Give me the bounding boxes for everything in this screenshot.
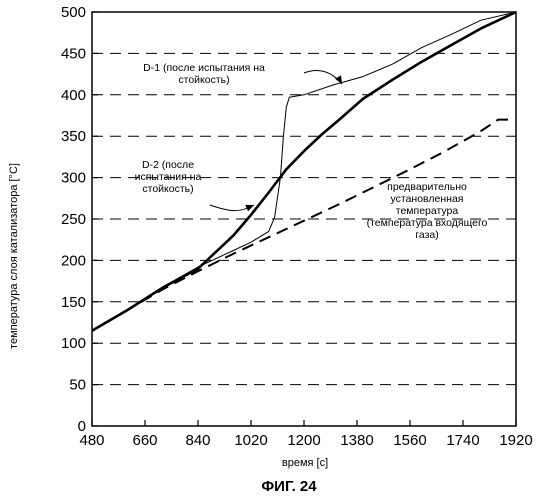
annotation-text: (температура входящего	[367, 217, 488, 229]
y-tick-label: 400	[61, 87, 86, 104]
y-tick-label: 0	[78, 418, 86, 435]
x-axis-label: время [с]	[282, 457, 328, 469]
arrowhead-icon	[335, 75, 342, 84]
x-axis-ticks: 480660840102012001380156017401920	[79, 420, 532, 449]
y-tick-label: 500	[61, 4, 86, 21]
annotation-text: стойкость)	[142, 183, 193, 195]
annotation-text: газа)	[415, 229, 438, 241]
annotation-text: D-2 (после	[142, 159, 194, 171]
annotation-text: стойкость)	[178, 74, 229, 86]
figure-label: ФИГ. 24	[261, 478, 317, 495]
y-tick-label: 150	[61, 294, 86, 311]
x-tick-label: 1020	[234, 432, 267, 449]
y-tick-label: 100	[61, 335, 86, 352]
annotation-leader	[304, 70, 342, 84]
y-tick-label: 350	[61, 128, 86, 145]
x-tick-label: 1560	[393, 432, 426, 449]
x-tick-label: 840	[185, 432, 210, 449]
y-axis-label: температура слоя катализатора [°C]	[8, 163, 20, 349]
annotation-text: D-1 (после испытания на	[143, 62, 265, 74]
x-tick-label: 1740	[446, 432, 479, 449]
x-tick-label: 660	[132, 432, 157, 449]
annotation-text: испытания на	[135, 171, 202, 183]
annotation-text: предварительно	[387, 181, 467, 193]
x-tick-label: 1200	[287, 432, 320, 449]
y-tick-label: 200	[61, 252, 86, 269]
y-tick-label: 300	[61, 170, 86, 187]
x-tick-label: 1920	[499, 432, 532, 449]
annotation-text: температура	[396, 205, 459, 217]
y-tick-label: 250	[61, 211, 86, 228]
annotation-text: установленная	[391, 193, 464, 205]
y-tick-label: 50	[69, 377, 86, 394]
x-tick-label: 1380	[340, 432, 373, 449]
annotations: D-1 (после испытания настойкость)D-2 (по…	[135, 62, 488, 241]
y-tick-label: 450	[61, 45, 86, 62]
